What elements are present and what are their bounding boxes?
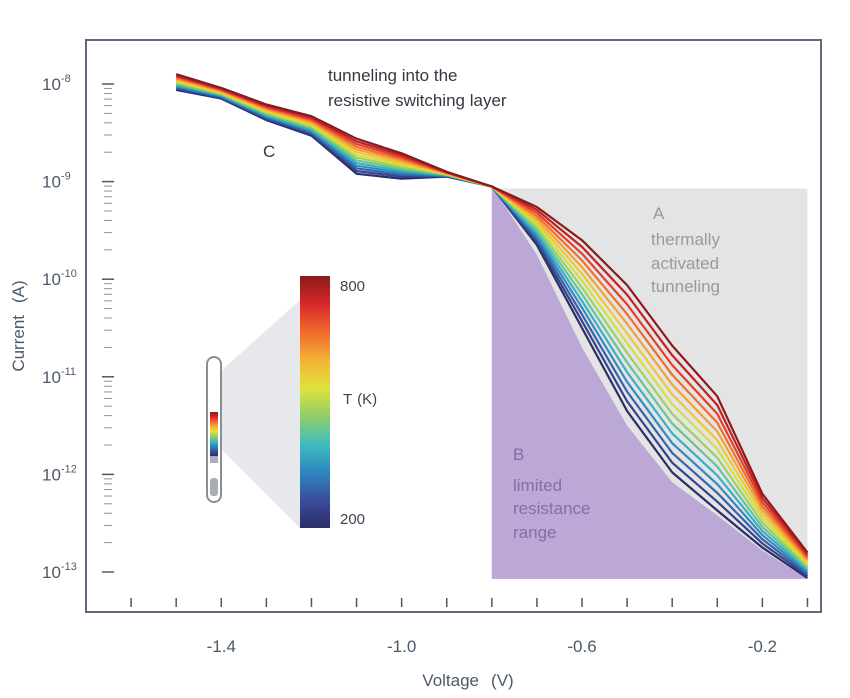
region-a-label: A [653,204,665,223]
y-tick-exponent: -10 [61,268,77,280]
region-b-line3: range [513,523,556,542]
x-tick-label: -1.0 [387,637,416,656]
colorbar-min-label: 200 [340,511,365,528]
x-tick-label: -0.6 [567,637,596,656]
x-axis-title: Voltage (V) [422,671,513,690]
colorbar-max-label: 800 [340,278,365,295]
y-tick-base: 10 [42,368,61,387]
y-tick-label: 10-8 [42,73,71,94]
sample-tube-tip [210,478,218,496]
sample-tube-neck [210,455,218,463]
annotation-c-label: C [263,142,275,161]
region-b-label: B [513,445,524,464]
y-tick-label: 10-12 [42,463,77,484]
colorbar-title-symbol: T [343,391,352,408]
y-tick-exponent: -11 [61,366,76,378]
colorbar [300,276,330,528]
region-b-line2: resistance [513,499,590,518]
sample-inset [206,276,330,528]
plot-frame [85,39,822,613]
region-b [491,186,808,579]
y-tick-exponent: -13 [61,561,77,573]
x-axis-title-unit: (V) [491,671,514,690]
y-tick-base: 10 [42,75,61,94]
region-a-line3: tunneling [651,277,720,296]
y-axis-title: Current (A) [9,280,28,371]
y-tick-base: 10 [42,173,61,192]
region-a-line2: activated [651,254,719,273]
annotation-top-line2: resistive switching layer [328,91,507,110]
y-tick-base: 10 [42,465,61,484]
y-tick-exponent: -8 [61,73,71,85]
inset-funnel [222,300,300,528]
region-a-line1: thermally [651,230,720,249]
series-line [175,73,809,554]
y-tick-label: 10-10 [42,268,77,289]
x-tick-label: -1.4 [207,637,236,656]
annotation-top-line1: tunneling into the [328,66,458,85]
axes-layer: -1.4 -1.0 -0.6 -0.210-810-910-1010-1110-121… [42,73,809,656]
sample-tube-gradient [210,412,218,456]
x-axis-title-text: Voltage [422,671,479,690]
y-tick-exponent: -9 [61,171,71,183]
colorbar-title-unit: (K) [357,391,377,408]
y-tick-base: 10 [42,270,61,289]
y-axis-title-text: Current [9,315,28,372]
series-layer [175,73,809,579]
y-tick-label: 10-11 [42,366,76,387]
x-tick-label: -0.2 [748,637,777,656]
y-tick-label: 10-9 [42,171,71,192]
colorbar-title: T (K) [343,391,377,408]
y-tick-label: 10-13 [42,561,77,582]
y-axis-title-unit: (A) [9,280,28,303]
y-tick-base: 10 [42,563,61,582]
region-b-line1: limited [513,476,562,495]
y-tick-exponent: -12 [61,463,77,475]
